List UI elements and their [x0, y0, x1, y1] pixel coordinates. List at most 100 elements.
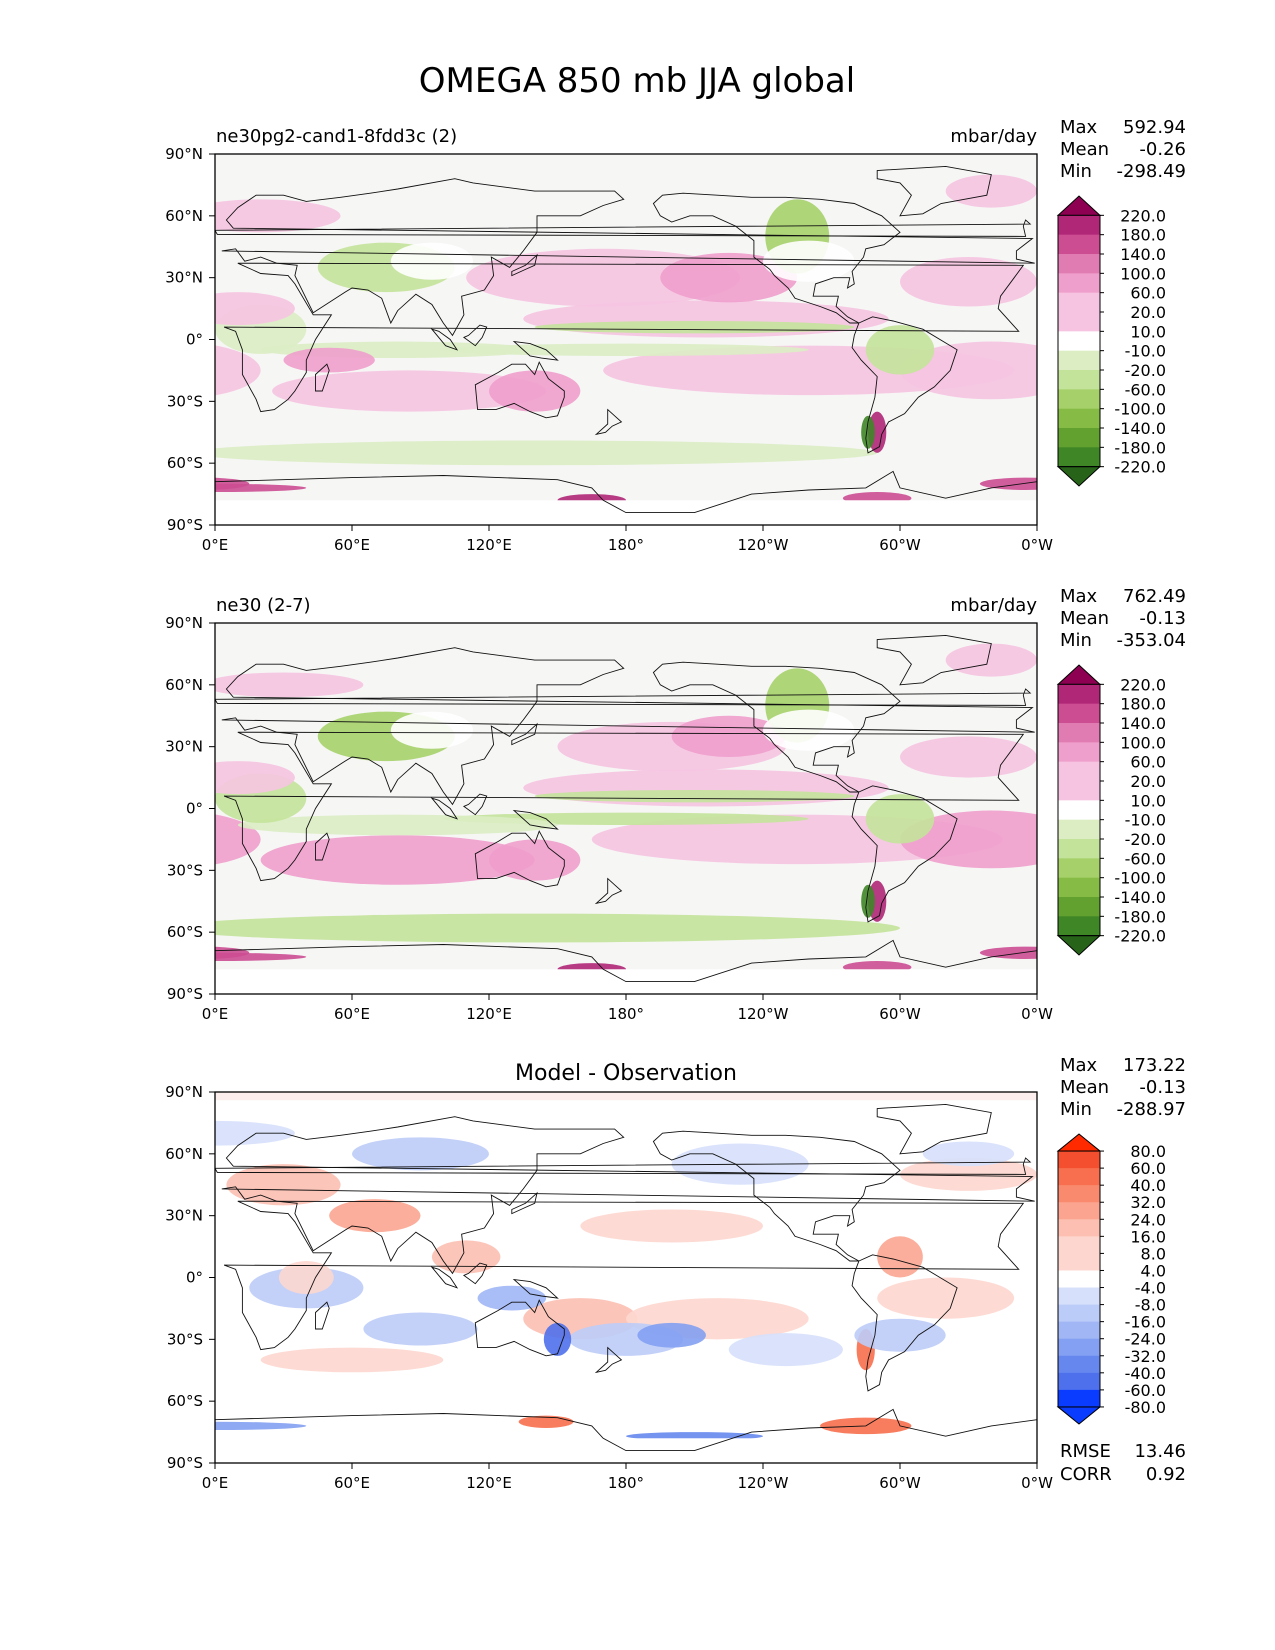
- stat-min-label: Min: [1060, 161, 1092, 182]
- contour-blob: [543, 1322, 572, 1356]
- lat-tick-label: 60°S: [167, 923, 203, 941]
- lon-tick-label: 60°W: [879, 1005, 921, 1023]
- contour-blob: [865, 794, 935, 844]
- contour-blob: [237, 814, 558, 836]
- colorbar-label: 80.0: [1130, 1142, 1166, 1161]
- colorbar-label: -100.0: [1114, 400, 1166, 419]
- contour-blob: [390, 242, 474, 280]
- colorbar-min-extend: [1056, 935, 1102, 956]
- coastline-borneo: [462, 324, 488, 347]
- colorbar-segment: [1058, 1185, 1100, 1203]
- colorbar-segment: [1058, 1151, 1100, 1169]
- contour-blob: [390, 711, 474, 749]
- panels: 90°N 60°N 30°N 0° 30°S 60°S 90°S 0°E 60°E 120°E 18…: [165, 117, 1186, 1492]
- colorbar-segment: [1058, 703, 1100, 724]
- rmse-value: 13.46: [1134, 1441, 1186, 1462]
- lon-tick-label: 180°: [608, 536, 644, 554]
- colorbar-segment: [1058, 350, 1100, 371]
- colorbar-label: -140.0: [1114, 888, 1166, 907]
- lat-tick-label: 30°S: [167, 1330, 203, 1348]
- coastline-newguinea: [512, 1278, 559, 1299]
- panel-units: mbar/day: [950, 126, 1037, 147]
- lat-tick-label: 90°N: [165, 145, 203, 163]
- coastline-samerica: [851, 785, 958, 923]
- coastline-nz: [594, 877, 623, 905]
- contour-blob: [215, 440, 878, 466]
- contour-blob: [215, 672, 364, 698]
- coastline-uk: [215, 688, 1032, 706]
- lon-tick-label: 120°E: [466, 1005, 512, 1023]
- colorbar-frame: [1057, 683, 1101, 937]
- colorbar-label: 10.0: [1130, 322, 1166, 341]
- colorbar-label: -40.0: [1125, 1364, 1166, 1383]
- contour-blob: [728, 1333, 843, 1367]
- contour-blob: [352, 1137, 489, 1171]
- colorbar-segment: [1058, 742, 1100, 763]
- contour-blob: [466, 248, 741, 307]
- lat-tick-label: 60°N: [165, 676, 203, 694]
- colorbar-max-extend: [1056, 195, 1102, 216]
- contour-blob: [865, 325, 935, 375]
- contour-blob: [534, 789, 855, 803]
- colorbar-label: 24.0: [1130, 1210, 1166, 1229]
- lon-tick-label: 180°: [608, 1005, 644, 1023]
- colorbar-segment: [1058, 331, 1100, 352]
- lon-tick-label: 60°E: [334, 536, 370, 554]
- colorbar-label: 20.0: [1130, 772, 1166, 791]
- colorbar-label: -220.0: [1114, 458, 1166, 477]
- contour-blob: [260, 1347, 444, 1373]
- lon-tick-label: 60°W: [879, 1474, 921, 1492]
- contour-blob: [534, 320, 855, 334]
- colorbar: 220.0180.0140.0100.060.020.010.0-10.0-20…: [1056, 195, 1166, 487]
- lat-tick-label: 60°S: [167, 454, 203, 472]
- colorbar-label: -4.0: [1135, 1279, 1166, 1298]
- colorbar-label: 100.0: [1120, 264, 1166, 283]
- contour-blob: [861, 884, 875, 918]
- coastline-samerica: [851, 316, 958, 454]
- contour-blob: [363, 1312, 478, 1346]
- coastline-japan: [511, 722, 538, 746]
- contour-blob: [215, 1421, 307, 1431]
- contour-blob: [660, 252, 798, 303]
- colorbar-segment: [1058, 1372, 1100, 1391]
- contour-blob: [900, 736, 1037, 778]
- contour-blob: [637, 1322, 706, 1348]
- contour-field: [215, 623, 1037, 994]
- colorbar-segment: [1058, 1287, 1100, 1306]
- coastline-eurasia: [221, 178, 1035, 337]
- lon-tick-label: 120°E: [466, 1474, 512, 1492]
- coastline-madagascar: [315, 1301, 330, 1330]
- lat-tick-label: 30°N: [165, 269, 203, 287]
- coastline-nz: [594, 1346, 623, 1374]
- coastline-madagascar: [315, 363, 330, 392]
- coastlines: [215, 634, 1037, 994]
- contour-blob: [580, 1209, 764, 1243]
- contour-blob: [945, 643, 1037, 677]
- lon-tick-label: 0°E: [202, 1005, 229, 1023]
- coastline-sumatra: [430, 1266, 459, 1289]
- coastline-madagascar: [315, 832, 330, 861]
- colorbar-segment: [1058, 1321, 1100, 1340]
- arctic-band: [215, 623, 1037, 632]
- contour-blob: [900, 341, 1037, 400]
- coastline-nz: [594, 408, 623, 436]
- contour-blob: [260, 835, 535, 885]
- stat-mean-label: Mean: [1060, 608, 1109, 629]
- colorbar-segment: [1058, 839, 1100, 859]
- colorbar-segment: [1058, 234, 1100, 255]
- lon-tick-label: 0°W: [1021, 1474, 1053, 1492]
- contour-blob: [272, 370, 547, 412]
- coastline-australia: [474, 361, 565, 419]
- colorbar-frame: [1057, 214, 1101, 468]
- figure-title: OMEGA 850 mb JJA global: [419, 61, 855, 101]
- contour-blob: [283, 347, 375, 373]
- contour-blob: [431, 1240, 501, 1274]
- coastline-antarctica: [215, 1408, 1037, 1463]
- contour-field: [215, 1092, 1037, 1463]
- colorbar-label: -180.0: [1114, 438, 1166, 457]
- stat-max-label: Max: [1060, 117, 1098, 138]
- contour-blob: [626, 1432, 763, 1441]
- colorbar-label: 180.0: [1120, 695, 1166, 714]
- stat-max-label: Max: [1060, 1055, 1098, 1076]
- stat-min-value: -353.04: [1117, 630, 1186, 651]
